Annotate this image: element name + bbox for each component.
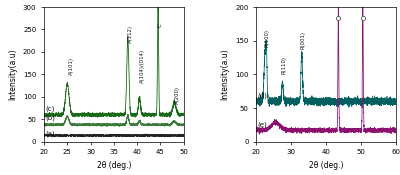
Y-axis label: Intensity(a.u): Intensity(a.u): [8, 48, 17, 100]
Text: C: C: [158, 24, 162, 27]
Text: R(001): R(001): [301, 31, 306, 49]
Text: A(112): A(112): [128, 25, 133, 43]
Text: A(101): A(101): [68, 57, 74, 75]
Text: R(110): R(110): [282, 56, 287, 74]
X-axis label: 2θ (deg.): 2θ (deg.): [309, 161, 344, 170]
X-axis label: 2θ (deg.): 2θ (deg.): [96, 161, 131, 170]
Text: (a): (a): [46, 130, 56, 137]
Text: R(100): R(100): [265, 29, 270, 47]
Text: (c): (c): [46, 106, 55, 112]
Y-axis label: Intensity(a.u): Intensity(a.u): [221, 48, 230, 100]
Text: A(104)/(014): A(104)/(014): [140, 49, 145, 83]
Text: (e): (e): [258, 122, 268, 128]
Text: (d): (d): [258, 93, 268, 99]
Text: A(200): A(200): [175, 86, 180, 104]
Text: (b): (b): [46, 115, 56, 121]
